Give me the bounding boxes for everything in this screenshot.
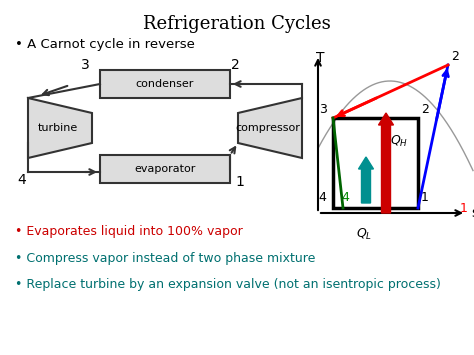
Text: $Q_H$: $Q_H$ [390, 133, 408, 148]
Text: 2: 2 [451, 50, 459, 63]
Text: 2: 2 [231, 58, 239, 72]
Text: • Replace turbine by an expansion valve (not an isentropic process): • Replace turbine by an expansion valve … [15, 278, 441, 291]
Text: • Evaporates liquid into 100% vapor: • Evaporates liquid into 100% vapor [15, 225, 243, 238]
FancyArrow shape [358, 157, 374, 203]
Text: • A Carnot cycle in reverse: • A Carnot cycle in reverse [15, 38, 195, 51]
Bar [100, 70, 230, 98]
Text: 2: 2 [421, 103, 429, 116]
FancyArrow shape [379, 113, 393, 213]
Text: 4: 4 [318, 191, 326, 204]
Text: 3: 3 [319, 103, 327, 116]
Text: condenser: condenser [136, 79, 194, 89]
Text: 1: 1 [421, 191, 429, 204]
Text: T: T [316, 51, 324, 65]
Text: • Compress vapor instead of two phase mixture: • Compress vapor instead of two phase mi… [15, 252, 315, 265]
Text: compressor: compressor [236, 123, 301, 133]
Text: Refrigeration Cycles: Refrigeration Cycles [143, 15, 331, 33]
Text: $Q_L$: $Q_L$ [356, 227, 372, 242]
Text: 4: 4 [18, 173, 27, 187]
Text: s: s [471, 206, 474, 220]
Polygon shape [28, 98, 92, 158]
Bar [100, 155, 230, 183]
Text: 4: 4 [341, 191, 349, 204]
Polygon shape [238, 98, 302, 158]
Text: 3: 3 [81, 58, 90, 72]
Text: 1: 1 [460, 202, 468, 214]
Text: turbine: turbine [38, 123, 78, 133]
Text: 1: 1 [236, 175, 245, 189]
Text: evaporator: evaporator [134, 164, 196, 174]
